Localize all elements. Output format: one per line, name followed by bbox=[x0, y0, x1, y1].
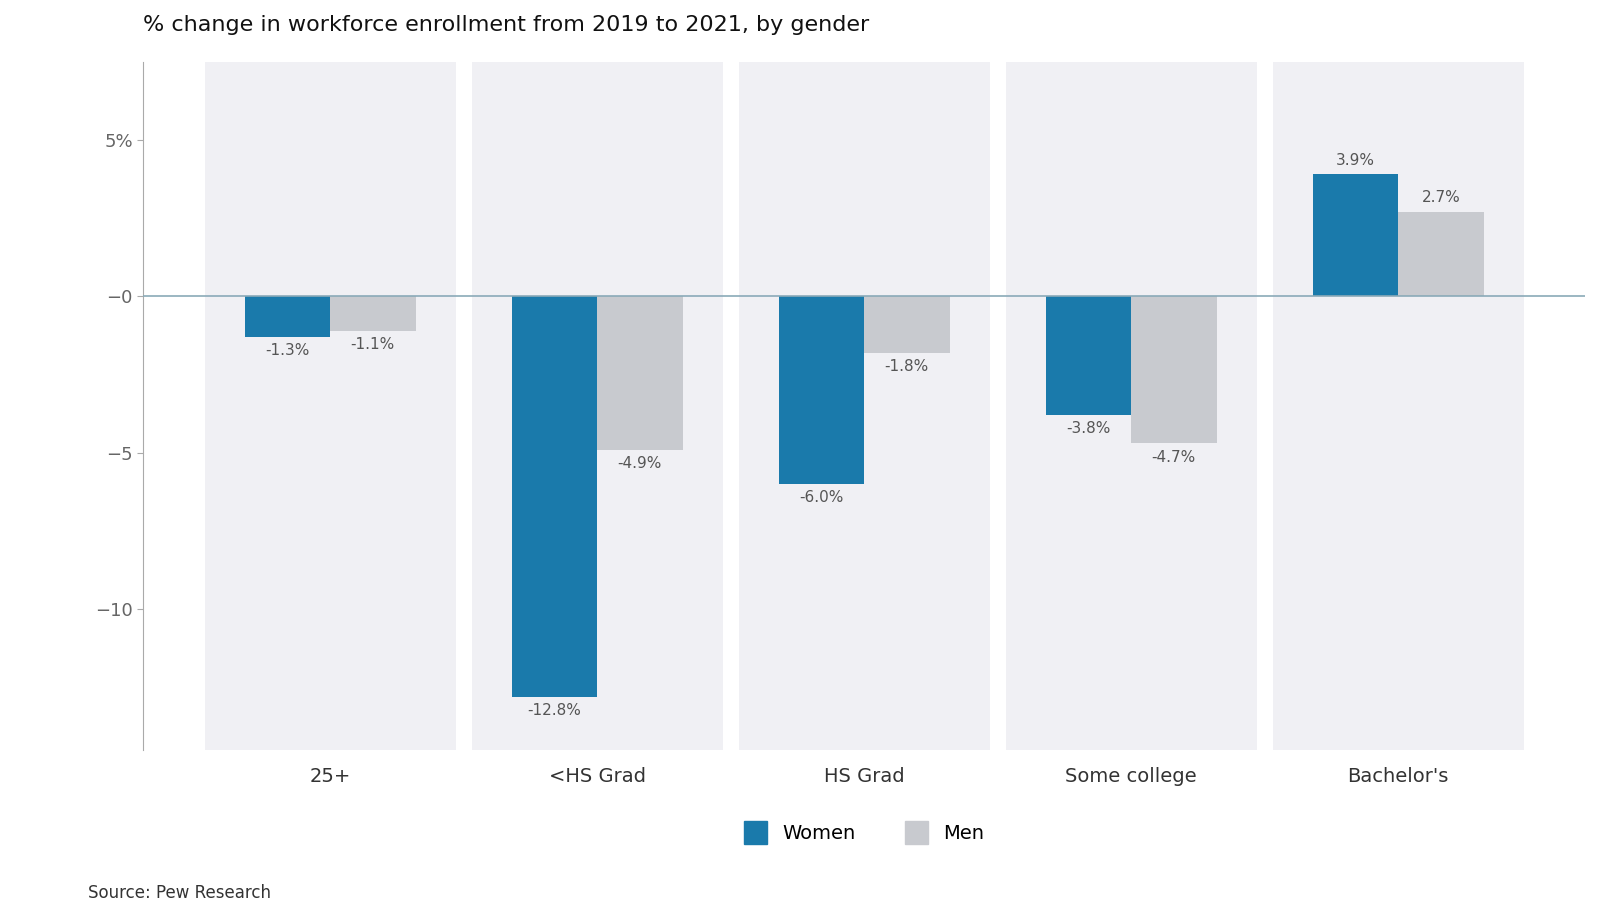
Bar bbox=[1272, 61, 1523, 750]
Text: 3.9%: 3.9% bbox=[1336, 153, 1374, 168]
Bar bbox=[864, 296, 949, 353]
Text: -12.8%: -12.8% bbox=[528, 703, 581, 718]
Bar bbox=[512, 296, 597, 697]
Text: -4.9%: -4.9% bbox=[618, 456, 662, 471]
Text: -6.0%: -6.0% bbox=[798, 490, 843, 506]
Bar bbox=[1005, 61, 1256, 750]
Text: -1.3%: -1.3% bbox=[266, 344, 309, 358]
Text: -4.7%: -4.7% bbox=[1152, 450, 1195, 464]
Bar bbox=[1131, 296, 1216, 443]
Bar bbox=[1398, 212, 1483, 296]
Text: 2.7%: 2.7% bbox=[1421, 191, 1461, 205]
Bar bbox=[205, 61, 456, 750]
Text: -1.8%: -1.8% bbox=[885, 359, 930, 374]
Legend: Women, Men: Women, Men bbox=[744, 821, 984, 844]
Bar bbox=[330, 296, 416, 331]
Text: % change in workforce enrollment from 2019 to 2021, by gender: % change in workforce enrollment from 20… bbox=[142, 15, 869, 35]
Bar bbox=[1312, 174, 1398, 296]
Bar bbox=[472, 61, 723, 750]
Text: -3.8%: -3.8% bbox=[1066, 421, 1110, 436]
Bar bbox=[779, 296, 864, 484]
Text: -1.1%: -1.1% bbox=[350, 337, 395, 352]
Bar bbox=[597, 296, 683, 450]
Bar bbox=[739, 61, 989, 750]
Bar bbox=[1046, 296, 1131, 415]
Text: Source: Pew Research: Source: Pew Research bbox=[88, 884, 270, 902]
Bar bbox=[245, 296, 330, 337]
